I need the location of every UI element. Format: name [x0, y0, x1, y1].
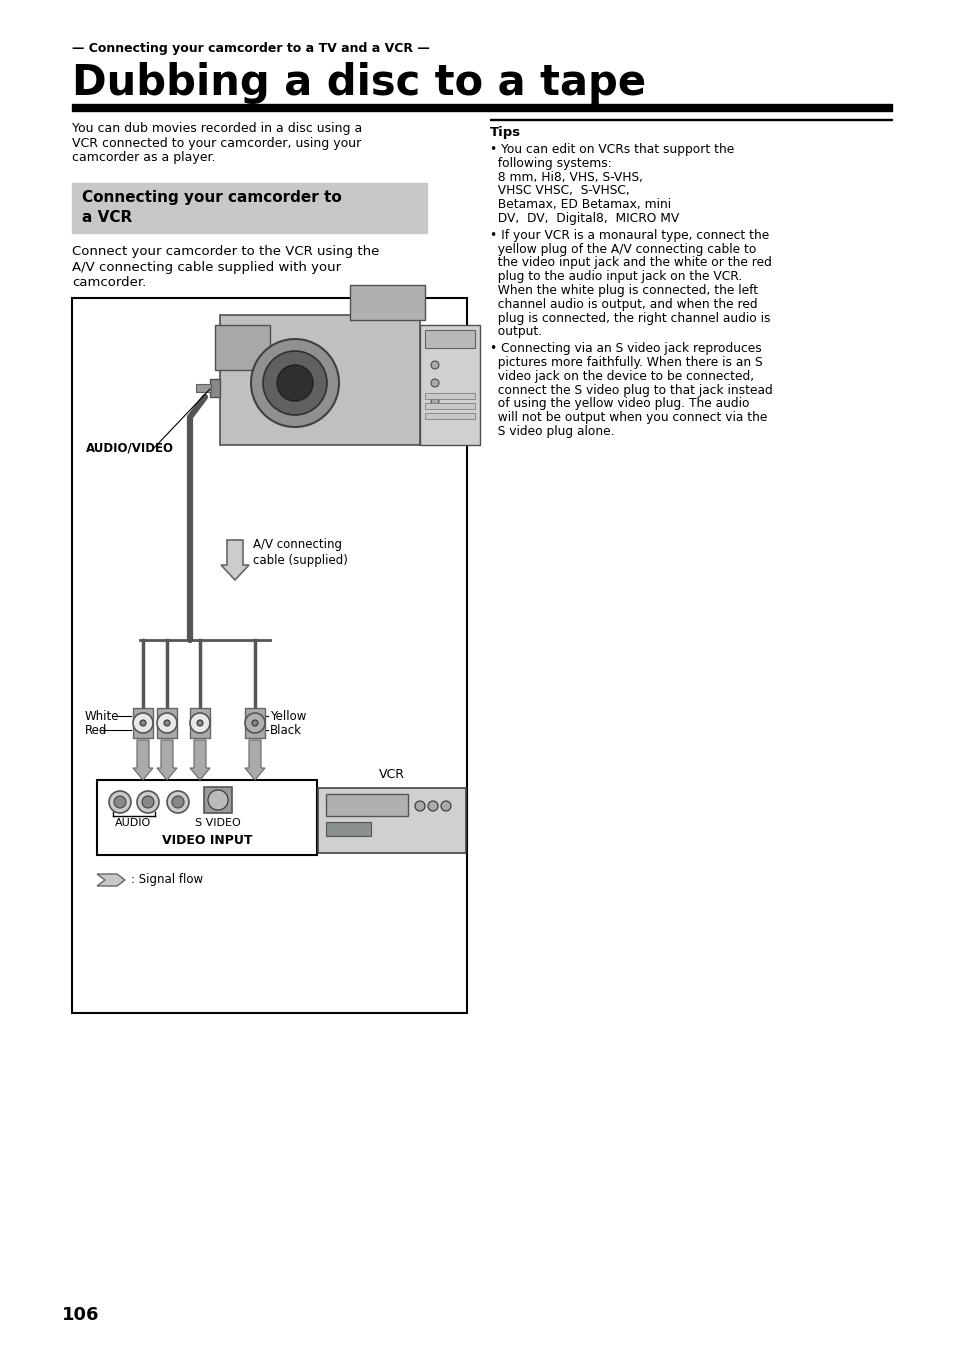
Text: channel audio is output, and when the red: channel audio is output, and when the re…	[490, 297, 757, 311]
Text: Connect your camcorder to the VCR using the: Connect your camcorder to the VCR using …	[71, 245, 379, 258]
Text: • Connecting via an S video jack reproduces: • Connecting via an S video jack reprodu…	[490, 342, 760, 356]
Text: yellow plug of the A/V connecting cable to: yellow plug of the A/V connecting cable …	[490, 242, 756, 256]
Circle shape	[196, 721, 203, 726]
Text: output.: output.	[490, 326, 541, 338]
Bar	[71, 104, 891, 111]
Bar	[195, 384, 211, 392]
Text: AUDIO: AUDIO	[114, 818, 151, 827]
Text: White: White	[85, 710, 119, 722]
Text: camcorder.: camcorder.	[71, 276, 146, 289]
Circle shape	[428, 800, 437, 811]
Text: of using the yellow video plug. The audio: of using the yellow video plug. The audi…	[490, 397, 749, 411]
Text: Yellow: Yellow	[270, 710, 306, 722]
Text: VCR connected to your camcorder, using your: VCR connected to your camcorder, using y…	[71, 137, 361, 150]
Bar	[210, 379, 220, 397]
Text: Betamax, ED Betamax, mini: Betamax, ED Betamax, mini	[490, 199, 670, 211]
Text: cable (supplied): cable (supplied)	[253, 554, 348, 566]
Text: Dubbing a disc to a tape: Dubbing a disc to a tape	[71, 62, 645, 104]
Bar	[424, 393, 475, 399]
Text: 106: 106	[62, 1306, 99, 1324]
Bar	[220, 315, 419, 445]
Polygon shape	[132, 740, 152, 780]
Circle shape	[263, 352, 327, 415]
Circle shape	[251, 339, 338, 427]
Text: • You can edit on VCRs that support the: • You can edit on VCRs that support the	[490, 143, 734, 155]
Text: S video plug alone.: S video plug alone.	[490, 425, 614, 438]
Bar	[214, 324, 270, 370]
Text: VHSC VHSC,  S-VHSC,: VHSC VHSC, S-VHSC,	[490, 184, 629, 197]
Polygon shape	[221, 539, 249, 580]
Text: Black: Black	[270, 723, 302, 737]
Bar	[245, 708, 265, 738]
Text: video jack on the device to be connected,: video jack on the device to be connected…	[490, 370, 753, 383]
Text: VIDEO INPUT: VIDEO INPUT	[162, 834, 252, 846]
Circle shape	[142, 796, 153, 808]
Bar	[317, 788, 465, 853]
Circle shape	[190, 713, 210, 733]
Circle shape	[140, 721, 146, 726]
Text: 8 mm, Hi8, VHS, S-VHS,: 8 mm, Hi8, VHS, S-VHS,	[490, 170, 642, 184]
Text: plug is connected, the right channel audio is: plug is connected, the right channel aud…	[490, 311, 770, 324]
Circle shape	[113, 796, 126, 808]
Text: will not be output when you connect via the: will not be output when you connect via …	[490, 411, 766, 425]
Circle shape	[109, 791, 131, 813]
Bar	[132, 708, 152, 738]
Circle shape	[276, 365, 313, 402]
Text: You can dub movies recorded in a disc using a: You can dub movies recorded in a disc us…	[71, 122, 362, 135]
Circle shape	[172, 796, 184, 808]
Circle shape	[208, 790, 228, 810]
Bar	[350, 285, 424, 320]
Text: the video input jack and the white or the red: the video input jack and the white or th…	[490, 257, 771, 269]
Text: following systems:: following systems:	[490, 157, 611, 170]
Text: DV,  DV,  Digital8,  MICRO MV: DV, DV, Digital8, MICRO MV	[490, 212, 679, 224]
Circle shape	[431, 361, 438, 369]
Bar	[424, 412, 475, 419]
Text: When the white plug is connected, the left: When the white plug is connected, the le…	[490, 284, 758, 297]
Circle shape	[245, 713, 265, 733]
Text: Tips: Tips	[490, 126, 520, 139]
Text: • If your VCR is a monaural type, connect the: • If your VCR is a monaural type, connec…	[490, 228, 768, 242]
Bar	[326, 822, 371, 836]
Circle shape	[252, 721, 257, 726]
Circle shape	[431, 397, 438, 406]
Bar	[424, 403, 475, 410]
Text: A/V connecting: A/V connecting	[253, 538, 341, 552]
Text: a VCR: a VCR	[82, 210, 132, 224]
Text: AUDIO/VIDEO: AUDIO/VIDEO	[86, 442, 173, 454]
Polygon shape	[97, 873, 125, 886]
Text: Connecting your camcorder to: Connecting your camcorder to	[82, 191, 341, 206]
Bar	[326, 794, 408, 817]
Text: — Connecting your camcorder to a TV and a VCR —: — Connecting your camcorder to a TV and …	[71, 42, 429, 55]
Circle shape	[167, 791, 189, 813]
Polygon shape	[245, 740, 265, 780]
Bar	[419, 324, 479, 445]
Bar	[204, 787, 232, 813]
Text: connect the S video plug to that jack instead: connect the S video plug to that jack in…	[490, 384, 772, 396]
Bar	[157, 708, 177, 738]
Circle shape	[157, 713, 177, 733]
Circle shape	[440, 800, 451, 811]
Circle shape	[164, 721, 170, 726]
Text: VCR: VCR	[378, 768, 405, 780]
Bar	[424, 330, 475, 347]
Bar	[97, 780, 316, 854]
Polygon shape	[157, 740, 177, 780]
Text: plug to the audio input jack on the VCR.: plug to the audio input jack on the VCR.	[490, 270, 741, 283]
Circle shape	[132, 713, 152, 733]
Circle shape	[415, 800, 424, 811]
Circle shape	[137, 791, 159, 813]
Text: S VIDEO: S VIDEO	[195, 818, 240, 827]
Polygon shape	[190, 740, 210, 780]
Text: camcorder as a player.: camcorder as a player.	[71, 151, 215, 164]
Circle shape	[431, 379, 438, 387]
Bar	[71, 183, 427, 233]
Text: Red: Red	[85, 723, 108, 737]
Text: : Signal flow: : Signal flow	[131, 873, 203, 887]
Text: A/V connecting cable supplied with your: A/V connecting cable supplied with your	[71, 261, 341, 273]
Text: pictures more faithfully. When there is an S: pictures more faithfully. When there is …	[490, 356, 761, 369]
Bar	[71, 297, 467, 1013]
Bar	[190, 708, 210, 738]
